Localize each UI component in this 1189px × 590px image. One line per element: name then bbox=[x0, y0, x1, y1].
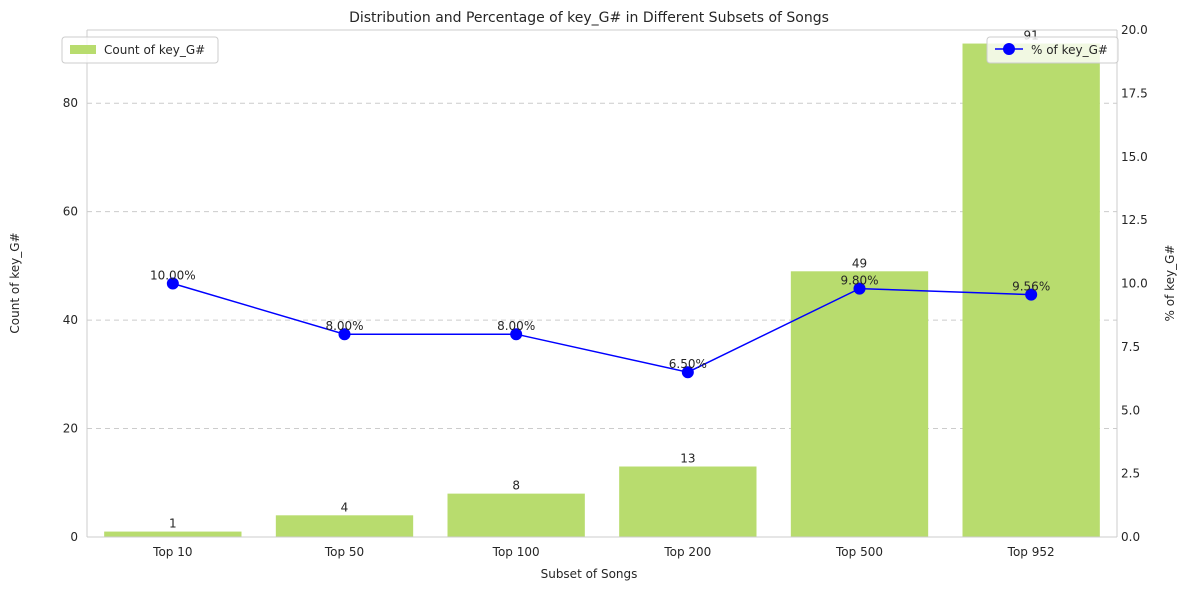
x-tick-label-5: Top 952 bbox=[1007, 545, 1055, 559]
bar-label-1: 4 bbox=[341, 500, 349, 514]
percent-point-0 bbox=[166, 277, 179, 290]
x-tick-label-3: Top 200 bbox=[663, 545, 711, 559]
percent-line bbox=[166, 277, 1038, 379]
y2-tick-label-8: 20.0 bbox=[1121, 23, 1148, 37]
y2-axis-label: % of key_G# bbox=[1163, 245, 1177, 322]
y-tick-label-3: 60 bbox=[63, 205, 78, 219]
x-tick-label-2: Top 100 bbox=[492, 545, 540, 559]
y-tick-label-0: 0 bbox=[70, 530, 78, 544]
percent-label-4: 9.80% bbox=[840, 274, 878, 288]
y2-tick-label-2: 5.0 bbox=[1121, 403, 1140, 417]
percent-label-2: 8.00% bbox=[497, 319, 535, 333]
x-axis-label: Subset of Songs bbox=[541, 567, 638, 581]
legend-label-count: Count of key_G# bbox=[104, 43, 205, 57]
ticks: Top 10 Top 50 Top 100 Top 200 Top 500 Top 952… bbox=[63, 23, 1148, 559]
bar-1 bbox=[275, 515, 414, 537]
bar-3 bbox=[619, 466, 757, 537]
percent-label-1: 8.00% bbox=[325, 319, 363, 333]
legend-swatch-count bbox=[70, 45, 96, 54]
y-tick-label-2: 40 bbox=[63, 313, 78, 327]
bars bbox=[104, 43, 1100, 537]
bar-4 bbox=[790, 271, 929, 537]
gridlines bbox=[87, 102, 1117, 430]
percent-label-0: 10.00% bbox=[150, 269, 196, 283]
legend-marker-percent bbox=[1003, 43, 1015, 55]
y-axis-label: Count of key_G# bbox=[8, 232, 22, 333]
legend-count: Count of key_G# bbox=[61, 36, 219, 64]
y2-tick-label-0: 0.0 bbox=[1121, 530, 1140, 544]
percent-point-3 bbox=[681, 366, 694, 379]
percent-polyline bbox=[172, 282, 1032, 374]
y2-tick-label-4: 10.0 bbox=[1121, 277, 1148, 291]
bar-2 bbox=[447, 493, 585, 537]
bar-label-0: 1 bbox=[169, 517, 177, 531]
chart-title: Distribution and Percentage of key_G# in… bbox=[349, 10, 829, 26]
bar-label-2: 8 bbox=[512, 479, 520, 493]
y2-tick-label-1: 2.5 bbox=[1121, 467, 1140, 481]
percent-point-1 bbox=[338, 328, 351, 341]
bar-label-3: 13 bbox=[680, 452, 695, 466]
y2-tick-label-6: 15.0 bbox=[1121, 150, 1148, 164]
x-tick-label-0: Top 10 bbox=[152, 545, 192, 559]
plot-frame bbox=[86, 29, 1118, 538]
percent-point-5 bbox=[1025, 288, 1038, 301]
legend-percent: % of key_G# bbox=[986, 36, 1119, 64]
percent-point-4 bbox=[853, 282, 866, 295]
y2-tick-label-3: 7.5 bbox=[1121, 340, 1140, 354]
y2-tick-label-5: 12.5 bbox=[1121, 213, 1148, 227]
y2-tick-label-7: 17.5 bbox=[1121, 86, 1148, 100]
x-tick-label-1: Top 50 bbox=[324, 545, 364, 559]
percent-label-3: 6.50% bbox=[669, 357, 707, 371]
x-tick-label-4: Top 500 bbox=[835, 545, 883, 559]
bar-label-4: 49 bbox=[852, 256, 867, 270]
legend-label-percent: % of key_G# bbox=[1031, 43, 1108, 57]
percent-point-2 bbox=[510, 328, 523, 341]
bar-0 bbox=[104, 531, 242, 537]
y-tick-label-4: 80 bbox=[63, 96, 78, 110]
percent-label-5: 9.56% bbox=[1012, 280, 1050, 294]
y-tick-label-1: 20 bbox=[63, 422, 78, 436]
